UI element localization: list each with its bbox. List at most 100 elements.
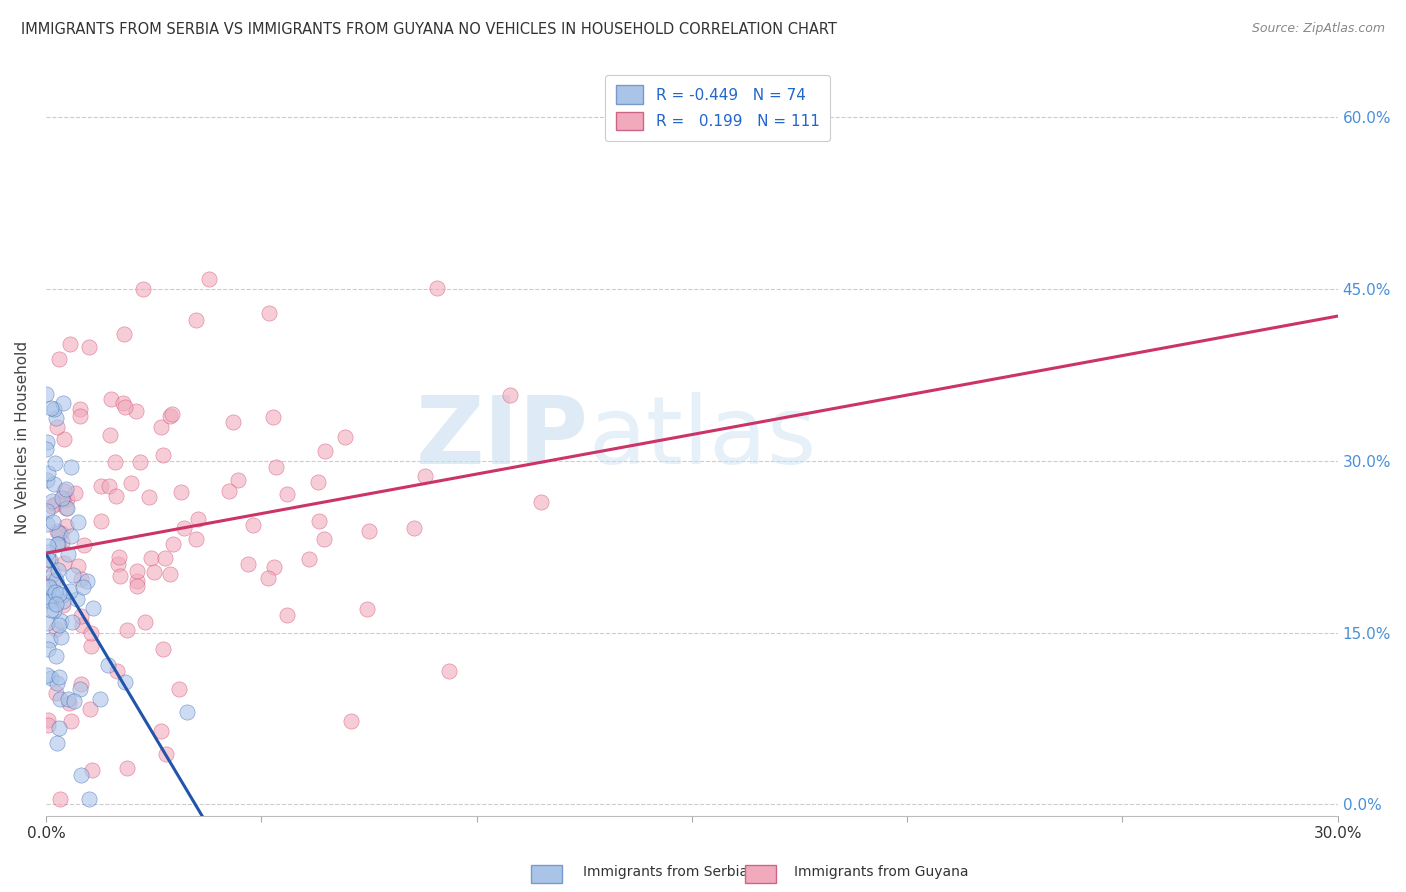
Point (60, 714, 83, 729)
Point (38, 580, 60, 594)
Point (176, 706, 198, 720)
Point (530, 494, 553, 508)
Point (159, 409, 181, 423)
Point (63, 694, 86, 708)
Point (42, 567, 65, 582)
Point (143, 565, 166, 579)
Point (66, 515, 89, 529)
Text: IMMIGRANTS FROM SERBIA VS IMMIGRANTS FROM GUYANA NO VEHICLES IN HOUSEHOLD CORREL: IMMIGRANTS FROM SERBIA VS IMMIGRANTS FRO… (21, 22, 837, 37)
Point (49, 791, 72, 805)
Point (69, 402, 91, 417)
Point (35, 442, 58, 456)
Text: atlas: atlas (589, 392, 817, 483)
Point (56, 691, 79, 706)
Point (103, 455, 125, 469)
Point (108, 549, 131, 564)
Text: Source: ZipAtlas.com: Source: ZipAtlas.com (1251, 22, 1385, 36)
Point (39, 593, 62, 607)
Point (152, 641, 174, 656)
Point (46, 563, 69, 577)
Point (42, 573, 65, 587)
Point (45, 622, 67, 636)
Point (298, 552, 321, 566)
Point (97, 657, 120, 672)
Point (70, 767, 93, 781)
Point (499, 387, 522, 401)
Point (314, 444, 336, 458)
Point (162, 536, 184, 550)
Point (49, 525, 72, 540)
Point (37, 552, 59, 566)
Point (45, 686, 67, 700)
Point (132, 282, 155, 296)
Point (150, 724, 173, 739)
Point (45, 597, 67, 611)
Point (153, 551, 176, 566)
Point (138, 490, 160, 504)
Point (160, 408, 183, 422)
Point (69, 682, 91, 697)
Text: Immigrants from Serbia: Immigrants from Serbia (583, 865, 748, 880)
Point (308, 514, 330, 528)
Point (35, 387, 58, 401)
Point (41, 401, 63, 415)
Point (48, 525, 70, 540)
Point (56, 501, 79, 516)
Point (112, 396, 135, 410)
Point (82, 764, 104, 778)
Point (67, 559, 90, 574)
Point (169, 485, 191, 500)
Point (125, 574, 148, 588)
Point (44, 585, 66, 599)
Point (357, 524, 380, 538)
Point (263, 560, 285, 574)
Point (125, 565, 148, 579)
Point (42, 477, 65, 491)
Point (134, 615, 156, 629)
Point (238, 557, 260, 571)
Point (339, 714, 361, 728)
Point (335, 429, 357, 443)
Point (186, 313, 208, 327)
Point (38, 579, 60, 593)
Point (52, 594, 75, 608)
Point (198, 271, 221, 285)
Point (52, 598, 75, 612)
Point (97, 479, 120, 493)
Point (48, 618, 70, 632)
Point (37, 545, 59, 559)
Y-axis label: No Vehicles in Household: No Vehicles in Household (15, 341, 30, 534)
Point (90, 478, 112, 492)
Point (69, 677, 91, 691)
Point (70, 572, 93, 586)
Point (226, 473, 249, 487)
Point (46, 537, 69, 551)
Point (51, 535, 73, 549)
Point (257, 571, 280, 585)
Point (35, 434, 58, 449)
Point (404, 521, 426, 535)
Point (80, 626, 103, 640)
Point (35, 616, 58, 631)
Point (58, 337, 80, 351)
Point (77, 340, 100, 354)
Point (45, 676, 67, 690)
Point (222, 415, 245, 429)
Point (41, 588, 63, 602)
Point (437, 664, 460, 678)
Point (45, 411, 67, 425)
Point (38, 632, 60, 647)
Point (58, 583, 80, 598)
Point (73, 538, 96, 552)
Point (55, 501, 77, 516)
Point (69, 409, 91, 424)
Point (52, 396, 75, 410)
Point (114, 674, 136, 689)
Point (48, 670, 70, 684)
Point (72, 580, 94, 594)
Point (115, 761, 138, 775)
Point (48, 721, 70, 735)
Point (49, 630, 72, 644)
Point (159, 567, 181, 582)
Point (79, 702, 101, 716)
